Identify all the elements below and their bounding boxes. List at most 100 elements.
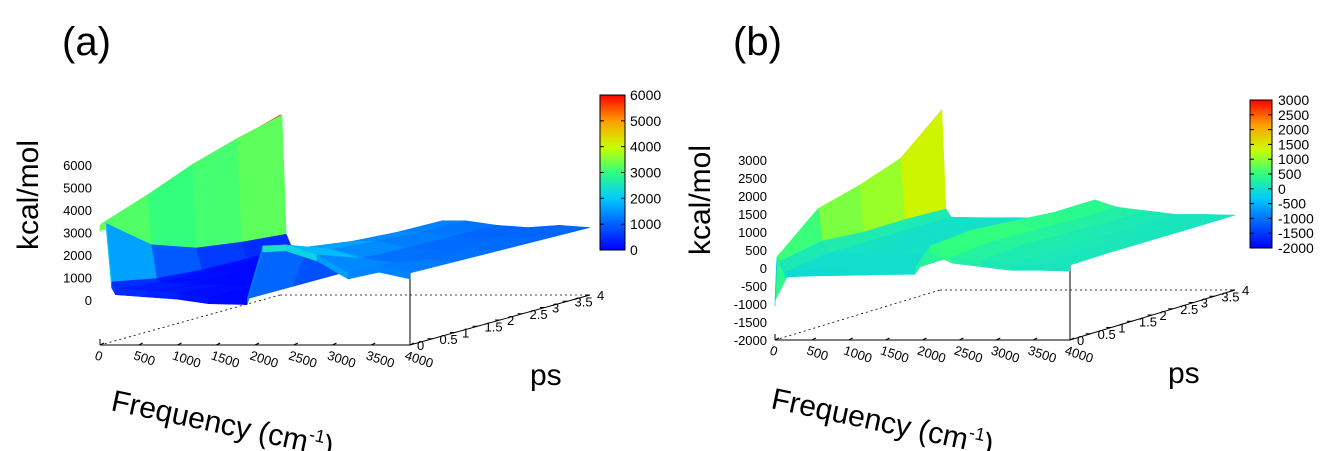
x-tick-label: 2000	[916, 343, 948, 366]
y-tick-label: 0.5	[440, 332, 458, 347]
surface-front-edge	[1040, 264, 1071, 272]
x-tick-label: 2500	[952, 343, 984, 366]
x-tick-mark	[409, 342, 415, 346]
z-tick-label: 2500	[738, 171, 767, 186]
x-tick-mark	[1069, 337, 1075, 341]
colorbar-tick-label: 5000	[630, 113, 661, 129]
colorbar-tick-label: -2000	[1278, 240, 1314, 256]
panel-a: (a) 0 500 1000 1500 2000 2500 3000 3500 4000 0 0.5 1…	[12, 20, 661, 451]
x-tick-mark	[774, 337, 780, 341]
z-tick-label: 2000	[738, 189, 767, 204]
x-axis-title: Frequency (cm-1)	[109, 383, 337, 451]
y-tick-label: 2	[1160, 308, 1167, 323]
z-tick-label: 0	[85, 293, 92, 308]
z-tick-label: 1000	[738, 225, 767, 240]
floor-back-edge	[774, 289, 941, 341]
z-axis-title: kcal/mol	[684, 145, 717, 255]
x-tick-label: 3500	[1026, 343, 1058, 366]
z-tick-label: 4000	[63, 203, 92, 218]
x-tick-label: 500	[805, 343, 830, 364]
z-tick-label: 6000	[63, 158, 92, 173]
surface-patch	[817, 184, 864, 242]
surface-front-edge	[378, 265, 411, 280]
z-tick-label: -1000	[734, 297, 767, 312]
y-tick-label: 4	[1242, 283, 1249, 298]
z-tick-label: 3000	[738, 153, 767, 168]
y-tick-label: 1.5	[1139, 314, 1157, 329]
x-tick-label: 1500	[209, 348, 241, 371]
x-tick-label: 2000	[248, 348, 280, 371]
x-tick-mark	[177, 342, 182, 346]
x-tick-mark	[371, 342, 376, 346]
colorbar-tick-label: 3000	[1278, 92, 1309, 108]
z-tick-label: 500	[745, 243, 767, 258]
z-tick-label: 1500	[738, 207, 767, 222]
colorbar-tick-label: 1000	[630, 216, 661, 232]
z-tick-label: 0	[760, 261, 767, 276]
surface-front-edge	[208, 297, 248, 305]
y-tick-label: 3.5	[1221, 289, 1239, 304]
surface-patch	[191, 138, 242, 249]
surface-front-edge	[789, 269, 820, 278]
surface-front-edge	[785, 270, 790, 278]
surface-front-edge	[848, 268, 879, 276]
colorbar-tick-label: 2000	[630, 190, 661, 206]
colorbar-tick-label: 6000	[630, 87, 661, 103]
colorbar-tick-label: 4000	[630, 139, 661, 155]
colorbar-tick-label: 3000	[630, 165, 661, 181]
y-tick-label: 0	[1077, 333, 1084, 348]
x-tick-mark	[885, 337, 890, 341]
z-tick-label: -500	[741, 279, 767, 294]
z-tick-label: 1000	[63, 271, 92, 286]
surface-front-edge	[1010, 264, 1041, 271]
z-tick-label: 2000	[63, 248, 92, 263]
surface-front-edge	[101, 223, 107, 230]
z-axis-title: kcal/mol	[12, 140, 45, 250]
y-axis-title: ps	[530, 359, 562, 392]
surface-patch	[900, 109, 947, 221]
x-tick-mark	[216, 342, 221, 346]
colorbar-tick-label: -1500	[1278, 225, 1314, 241]
y-tick-label: 0	[417, 338, 424, 353]
colorbar-tick-label: -1000	[1278, 210, 1314, 226]
x-tick-mark	[254, 342, 260, 346]
y-tick-label: 1	[1118, 321, 1125, 336]
y-tick-label: 4	[597, 288, 604, 303]
y-tick-label: 1	[462, 326, 469, 341]
z-tick-label: 5000	[63, 181, 92, 196]
x-tick-mark	[293, 342, 298, 346]
x-tick-mark	[332, 342, 337, 346]
x-tick-label: 500	[132, 348, 157, 369]
x-tick-label: 2500	[287, 348, 319, 371]
floor-back-edge	[99, 294, 281, 346]
panel-label: (a)	[62, 20, 111, 64]
x-tick-mark	[996, 337, 1001, 341]
x-tick-mark	[1032, 337, 1038, 341]
x-axis-title-superscript: -1	[307, 424, 327, 447]
x-tick-label: 0	[93, 348, 105, 365]
y-tick-label: 1.5	[485, 319, 503, 334]
surface-patch	[859, 157, 905, 233]
colorbar-tick-label: 0	[630, 242, 638, 258]
x-tick-mark	[811, 337, 817, 341]
x-tick-mark	[138, 342, 143, 346]
surface-patch	[146, 164, 197, 249]
x-tick-mark	[922, 337, 927, 341]
y-tick-label: 3	[552, 301, 559, 316]
z-tick-label: 3000	[63, 226, 92, 241]
y-tick-label: 2	[507, 313, 514, 328]
x-tick-label: 1000	[171, 348, 203, 371]
x-tick-label: 3000	[326, 348, 358, 371]
x-tick-label: 0	[768, 343, 780, 360]
surface-patch	[236, 114, 287, 243]
x-tick-mark	[848, 337, 853, 341]
surface-front-edge	[99, 222, 103, 233]
y-tick-label: 2.5	[1180, 302, 1198, 317]
colorbar-tick-label: 1000	[1278, 151, 1309, 167]
colorbar-tick-label: 1500	[1278, 136, 1309, 152]
panel-label: (b)	[733, 20, 782, 64]
colorbar-tick-label: 2500	[1278, 107, 1309, 123]
x-tick-label: 3500	[364, 348, 396, 371]
